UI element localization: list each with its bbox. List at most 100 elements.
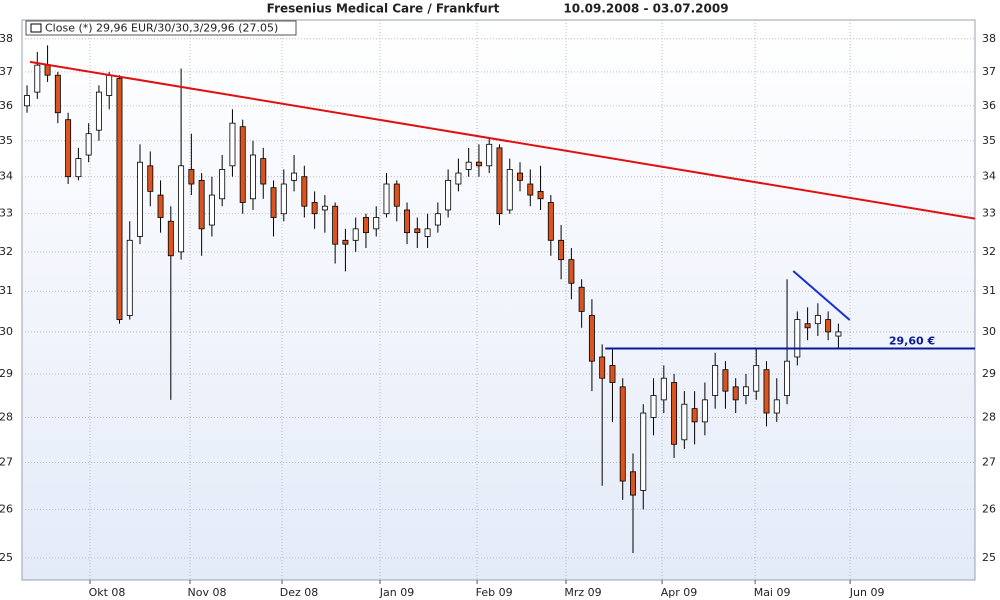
legend-label: Close (*) 29,96 EUR/30/30,3/29,96 (27.05… <box>45 22 278 35</box>
candle-up <box>835 331 842 337</box>
candle-down <box>517 172 523 181</box>
candle-down <box>167 220 174 257</box>
candle-up <box>373 217 380 230</box>
y-tick-label: 29 <box>0 367 13 380</box>
y-tick-label: 27 <box>0 456 13 469</box>
candle-down <box>691 408 698 423</box>
candle-down <box>630 471 636 496</box>
y-tick-label-right: 35 <box>982 134 996 147</box>
candle-down <box>537 190 544 200</box>
y-tick-label-right: 25 <box>982 551 996 564</box>
candle-up <box>814 315 821 325</box>
candle-down <box>198 179 205 230</box>
candle-down <box>65 119 72 178</box>
candle-down <box>332 205 339 245</box>
plot-area <box>21 19 976 581</box>
candle-up <box>34 64 41 93</box>
candle-down <box>609 365 616 383</box>
legend-box <box>25 20 297 36</box>
candle-down <box>732 386 739 401</box>
candle-up <box>465 161 472 170</box>
y-tick-label: 38 <box>0 32 13 45</box>
candle-down <box>558 239 565 261</box>
x-tick-label: Jun 09 <box>849 586 885 599</box>
y-tick-label-right: 32 <box>982 245 996 258</box>
y-tick-label-right: 30 <box>982 325 996 338</box>
candle-down <box>270 187 277 218</box>
candle-down <box>578 286 585 312</box>
y-tick-label: 28 <box>0 410 13 423</box>
candle-up <box>24 95 31 107</box>
candle-down <box>54 74 61 114</box>
y-tick-label: 35 <box>0 134 13 147</box>
candle-up <box>229 122 236 167</box>
candle-up <box>784 360 791 396</box>
chart-subtitle: 10.09.2008 - 03.07.2009 <box>563 2 728 16</box>
candle-up <box>701 399 708 423</box>
y-tick-label-right: 27 <box>982 456 996 469</box>
y-tick-label: 33 <box>0 207 13 220</box>
candle-down <box>527 183 534 196</box>
y-tick-label-right: 38 <box>982 32 996 45</box>
candle-down <box>116 78 123 320</box>
candle-up <box>383 183 390 215</box>
candle-down <box>239 126 246 203</box>
x-tick-label: Jan 09 <box>379 586 414 599</box>
trend-line <box>29 60 976 220</box>
candle-down <box>404 209 411 234</box>
candle-down <box>147 165 154 192</box>
candle-down <box>393 183 400 207</box>
candle-up <box>250 154 256 200</box>
candle-up <box>85 133 92 156</box>
candle-down <box>763 369 770 414</box>
candle-up <box>486 143 493 167</box>
candle-down <box>722 369 729 392</box>
candle-down <box>44 64 51 76</box>
y-tick-label: 37 <box>0 65 13 78</box>
candle-down <box>568 259 575 284</box>
candle-down <box>362 217 369 234</box>
candle-up <box>352 228 359 241</box>
candle-up <box>219 169 226 200</box>
candle-up <box>506 169 513 211</box>
candle-up <box>208 194 215 226</box>
candle-down <box>157 194 164 218</box>
x-tick-label: Apr 09 <box>661 586 698 599</box>
candle-down <box>588 315 595 362</box>
y-tick-label-right: 29 <box>982 367 996 380</box>
x-tick-label: Dez 08 <box>280 586 319 599</box>
candle-down <box>414 228 421 234</box>
candle-down <box>260 158 267 185</box>
candle-down <box>342 239 349 245</box>
y-tick-label: 30 <box>0 325 13 338</box>
y-tick-label: 26 <box>0 502 13 515</box>
y-tick-label: 32 <box>0 245 13 258</box>
candle-down <box>671 382 678 445</box>
y-tick-label-right: 33 <box>982 207 996 220</box>
y-tick-label: 25 <box>0 551 13 564</box>
candle-down <box>475 161 482 167</box>
candle-up <box>681 403 688 441</box>
x-tick-label: Mai 09 <box>754 586 791 599</box>
candle-up <box>321 205 328 211</box>
candle-up <box>773 399 780 414</box>
y-tick-label: 36 <box>0 99 13 112</box>
candle-up <box>95 91 102 131</box>
y-tick-label: 31 <box>0 284 13 297</box>
y-tick-label-right: 31 <box>982 284 996 297</box>
candle-up <box>712 365 719 396</box>
candle-up <box>434 213 441 226</box>
candle-up <box>291 172 298 181</box>
trend-line <box>792 270 851 321</box>
candle-down <box>619 386 626 482</box>
y-tick-label-right: 37 <box>982 65 996 78</box>
x-tick-label: Feb 09 <box>476 586 513 599</box>
x-tick-label: Nov 08 <box>188 586 227 599</box>
candle-up <box>794 319 801 358</box>
candle-down <box>311 202 318 215</box>
support-label: 29,60 € <box>889 335 935 348</box>
chart-title: Fresenius Medical Care / Frankfurt <box>267 2 500 16</box>
candle-up <box>753 365 760 392</box>
candle-up <box>126 239 133 316</box>
